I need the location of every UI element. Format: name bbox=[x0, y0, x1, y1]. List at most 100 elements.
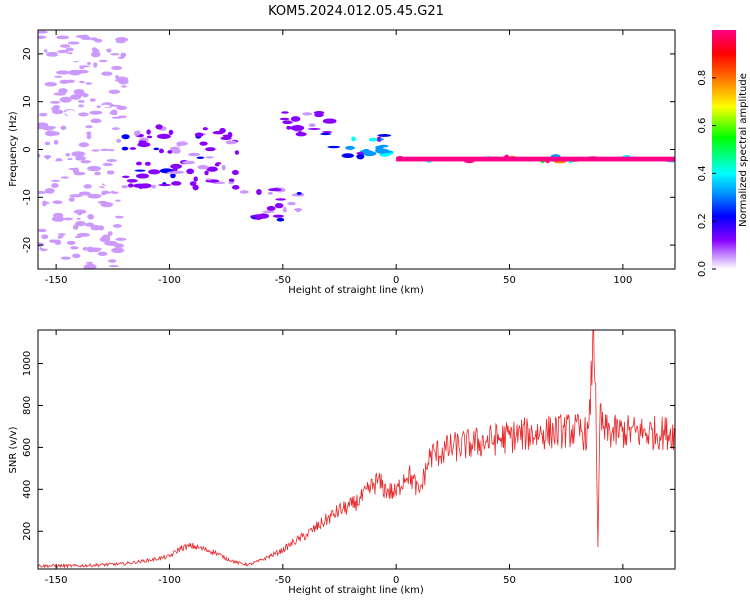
snr-marks bbox=[38, 330, 675, 569]
x-tick-label: -100 bbox=[158, 275, 181, 286]
spectral-blob bbox=[220, 136, 232, 141]
x-tick-label: -100 bbox=[158, 575, 181, 586]
spectral-blob bbox=[137, 142, 151, 148]
spectral-blob bbox=[286, 125, 291, 130]
colorbar-tick-label: 0.4 bbox=[697, 165, 708, 181]
spectral-blob bbox=[65, 110, 76, 116]
spectral-blob bbox=[170, 163, 182, 169]
spectral-blob bbox=[38, 30, 48, 34]
spectrogram-xlabel: Height of straight line (km) bbox=[288, 285, 424, 296]
spectral-blob bbox=[234, 150, 240, 155]
spectral-blob bbox=[114, 215, 124, 219]
spectral-blob bbox=[90, 37, 98, 41]
spectral-blob bbox=[155, 124, 163, 130]
spectral-blob bbox=[94, 261, 104, 265]
spectral-blob bbox=[151, 184, 157, 189]
spectral-blob bbox=[111, 217, 118, 224]
spectral-blob bbox=[100, 79, 110, 83]
spectral-blob bbox=[115, 199, 121, 202]
spectral-blob bbox=[99, 140, 113, 143]
dominant-trace bbox=[396, 156, 675, 162]
x-tick-label: -150 bbox=[45, 275, 68, 286]
spectral-blob bbox=[383, 150, 393, 153]
colorbar: 0.0 0.2 0.4 0.6 0.8 Normalized spectral ampl… bbox=[697, 30, 749, 277]
spectrogram-marks bbox=[38, 30, 675, 269]
spectral-blob bbox=[43, 201, 50, 205]
spectral-blob bbox=[72, 253, 81, 259]
y-tick-label: 200 bbox=[22, 522, 33, 541]
spectral-blob bbox=[227, 131, 233, 138]
spectral-blob bbox=[70, 246, 79, 250]
spectral-blob bbox=[59, 235, 64, 238]
spectral-blob bbox=[78, 104, 84, 108]
spectral-blob bbox=[341, 153, 355, 159]
spectral-blob bbox=[158, 148, 164, 154]
spectral-blob bbox=[52, 200, 63, 205]
spectral-blob bbox=[44, 130, 57, 137]
spectral-blob bbox=[106, 170, 115, 175]
spectral-blob bbox=[196, 156, 205, 159]
spectral-blob bbox=[62, 65, 73, 71]
spectrogram-ylabel: Frequency (Hz) bbox=[8, 111, 19, 187]
spectral-blob bbox=[268, 188, 282, 192]
spectral-blob bbox=[73, 88, 85, 95]
spectral-blob bbox=[53, 139, 59, 145]
spectral-blob bbox=[110, 109, 118, 116]
spectral-blob bbox=[110, 153, 120, 158]
spectral-blob bbox=[101, 213, 107, 217]
spectral-blob bbox=[87, 213, 95, 220]
spectral-blob bbox=[89, 98, 96, 102]
spectral-blob bbox=[49, 100, 61, 104]
spectral-blob bbox=[302, 112, 313, 116]
spectral-blob bbox=[112, 187, 125, 192]
spectral-blob bbox=[199, 141, 208, 146]
spectral-blob bbox=[111, 116, 123, 119]
spectral-blob bbox=[92, 241, 102, 246]
spectral-blob bbox=[225, 140, 238, 145]
spectral-blob bbox=[296, 191, 302, 195]
spectral-blob bbox=[65, 47, 74, 52]
spectral-blob bbox=[194, 132, 204, 137]
spectral-blob bbox=[168, 129, 174, 135]
spectral-blob bbox=[105, 225, 113, 230]
colorbar-label: Normalized spectral amplitude bbox=[738, 73, 749, 227]
spectral-blob bbox=[83, 184, 92, 189]
spectral-blob bbox=[221, 164, 226, 171]
spectral-blob bbox=[356, 151, 364, 155]
spectral-blob bbox=[266, 206, 276, 211]
spectral-blob bbox=[356, 153, 365, 160]
spectral-blob bbox=[56, 35, 70, 40]
spectral-blob bbox=[68, 197, 75, 202]
spectral-blob bbox=[110, 52, 120, 56]
spectral-blob bbox=[108, 149, 115, 152]
spectral-blob bbox=[156, 133, 171, 139]
spectral-blob bbox=[80, 102, 94, 105]
spectral-blob bbox=[45, 155, 50, 160]
spectral-blob bbox=[39, 112, 48, 117]
spectral-blob bbox=[136, 173, 150, 179]
spectral-blob bbox=[76, 69, 89, 74]
spectral-blob bbox=[88, 138, 99, 144]
spectral-blob bbox=[133, 183, 147, 188]
spectral-blob bbox=[121, 85, 127, 88]
spectral-blob bbox=[51, 179, 60, 182]
spectral-blob bbox=[53, 161, 68, 166]
spectral-blob bbox=[256, 188, 262, 195]
spectral-blob bbox=[282, 120, 293, 125]
spectral-blob bbox=[73, 209, 87, 215]
spectral-blob bbox=[116, 105, 128, 110]
spectral-blob bbox=[129, 147, 137, 150]
spectral-blob bbox=[127, 183, 134, 188]
spectral-blob bbox=[67, 157, 73, 161]
snr-panel: -150 -100 -50 0 50 100 200 400 600 800 1000 Height… bbox=[8, 329, 676, 596]
spectral-blob bbox=[214, 163, 220, 167]
y-tick-label: 1000 bbox=[22, 351, 33, 376]
spectral-blob bbox=[118, 56, 125, 59]
spectral-blob bbox=[79, 80, 85, 84]
spectral-blob bbox=[298, 131, 303, 136]
chart-title: KOM5.2024.012.05.45.G21 bbox=[268, 4, 444, 19]
spectral-blob bbox=[254, 214, 262, 220]
spectral-blob bbox=[98, 59, 108, 63]
spectral-blob bbox=[69, 194, 83, 198]
